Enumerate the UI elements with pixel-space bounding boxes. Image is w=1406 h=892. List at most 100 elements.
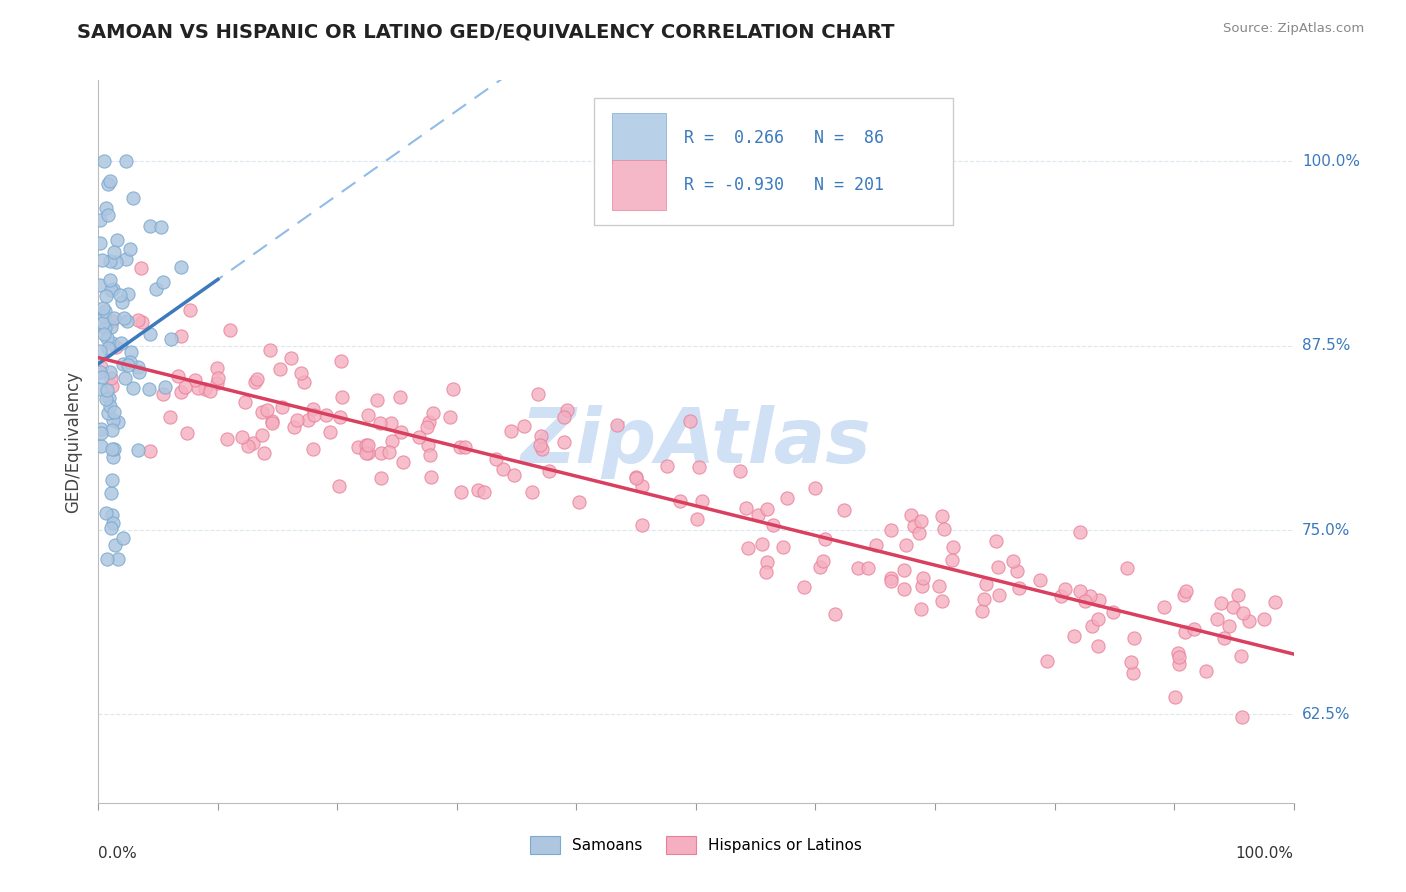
Point (139, 326, 162, 341)
Point (354, 445, 377, 459)
Text: 75.0%: 75.0% (1302, 523, 1350, 538)
Point (941, 553, 963, 567)
Point (1036, 654, 1059, 668)
Point (1167, 646, 1189, 660)
Point (128, 366, 150, 380)
Point (89, 235, 111, 250)
Point (813, 554, 835, 568)
Point (1005, 564, 1028, 578)
Point (1174, 584, 1197, 599)
Point (101, 516, 124, 531)
Point (186, 381, 208, 395)
FancyBboxPatch shape (595, 98, 953, 225)
Point (912, 571, 935, 585)
Point (120, 344, 142, 359)
Point (246, 372, 269, 386)
Point (104, 255, 127, 269)
Point (139, 444, 162, 458)
Point (108, 288, 131, 302)
Point (96, 506, 118, 520)
Point (380, 416, 402, 430)
Point (987, 588, 1010, 602)
Point (90, 369, 112, 384)
Point (501, 425, 523, 439)
Point (1173, 588, 1195, 602)
Point (89, 213, 111, 227)
Point (256, 403, 278, 417)
Text: 100.0%: 100.0% (1236, 847, 1294, 861)
FancyBboxPatch shape (613, 112, 666, 163)
Point (205, 361, 228, 376)
Point (986, 534, 1008, 549)
Point (389, 425, 412, 440)
Point (416, 438, 439, 452)
Point (112, 311, 135, 326)
Point (1069, 584, 1091, 599)
Point (149, 219, 172, 234)
Point (368, 417, 391, 431)
Point (880, 523, 903, 537)
Point (848, 560, 870, 574)
Point (1168, 657, 1191, 672)
Point (194, 382, 217, 396)
Point (1174, 624, 1197, 639)
Point (315, 409, 337, 423)
Point (101, 413, 124, 427)
Text: 0.0%: 0.0% (98, 847, 138, 861)
Point (1087, 612, 1109, 626)
Point (880, 571, 903, 585)
Point (730, 464, 752, 478)
Point (553, 435, 575, 450)
FancyBboxPatch shape (613, 160, 666, 211)
Point (271, 400, 294, 414)
Point (1230, 710, 1253, 724)
Point (176, 425, 198, 440)
Point (1080, 590, 1102, 604)
Point (283, 419, 305, 434)
Point (858, 560, 880, 574)
Point (97, 208, 120, 222)
Point (94, 289, 117, 303)
Point (1087, 640, 1109, 654)
Point (97, 341, 120, 355)
Point (737, 541, 759, 556)
Point (347, 440, 370, 454)
Point (260, 414, 283, 428)
Point (1264, 595, 1286, 609)
Point (441, 382, 464, 396)
Point (250, 428, 273, 442)
Point (98, 174, 121, 188)
Point (803, 481, 825, 495)
Point (370, 471, 392, 485)
Text: R =  0.266   N =  86: R = 0.266 N = 86 (685, 129, 884, 147)
Point (814, 532, 837, 546)
Point (381, 434, 404, 449)
Point (107, 415, 129, 429)
Point (1218, 619, 1240, 633)
Point (242, 435, 264, 450)
Text: Source: ZipAtlas.com: Source: ZipAtlas.com (1223, 22, 1364, 36)
Point (173, 380, 195, 394)
Point (392, 455, 415, 469)
Point (357, 408, 380, 422)
Point (319, 425, 342, 439)
Text: 100.0%: 100.0% (1302, 154, 1360, 169)
Point (1081, 619, 1104, 633)
Point (117, 358, 139, 372)
Point (110, 335, 132, 350)
Point (1194, 665, 1216, 679)
Point (747, 508, 769, 522)
Point (1008, 581, 1031, 595)
Point (626, 470, 648, 484)
Point (98, 399, 121, 413)
Point (735, 500, 758, 515)
Point (170, 385, 193, 400)
Point (1101, 605, 1123, 619)
Point (530, 429, 553, 443)
Point (96, 331, 118, 345)
Point (236, 439, 259, 453)
Point (302, 408, 325, 422)
Point (122, 381, 145, 395)
Point (865, 538, 887, 552)
Point (97, 405, 120, 419)
